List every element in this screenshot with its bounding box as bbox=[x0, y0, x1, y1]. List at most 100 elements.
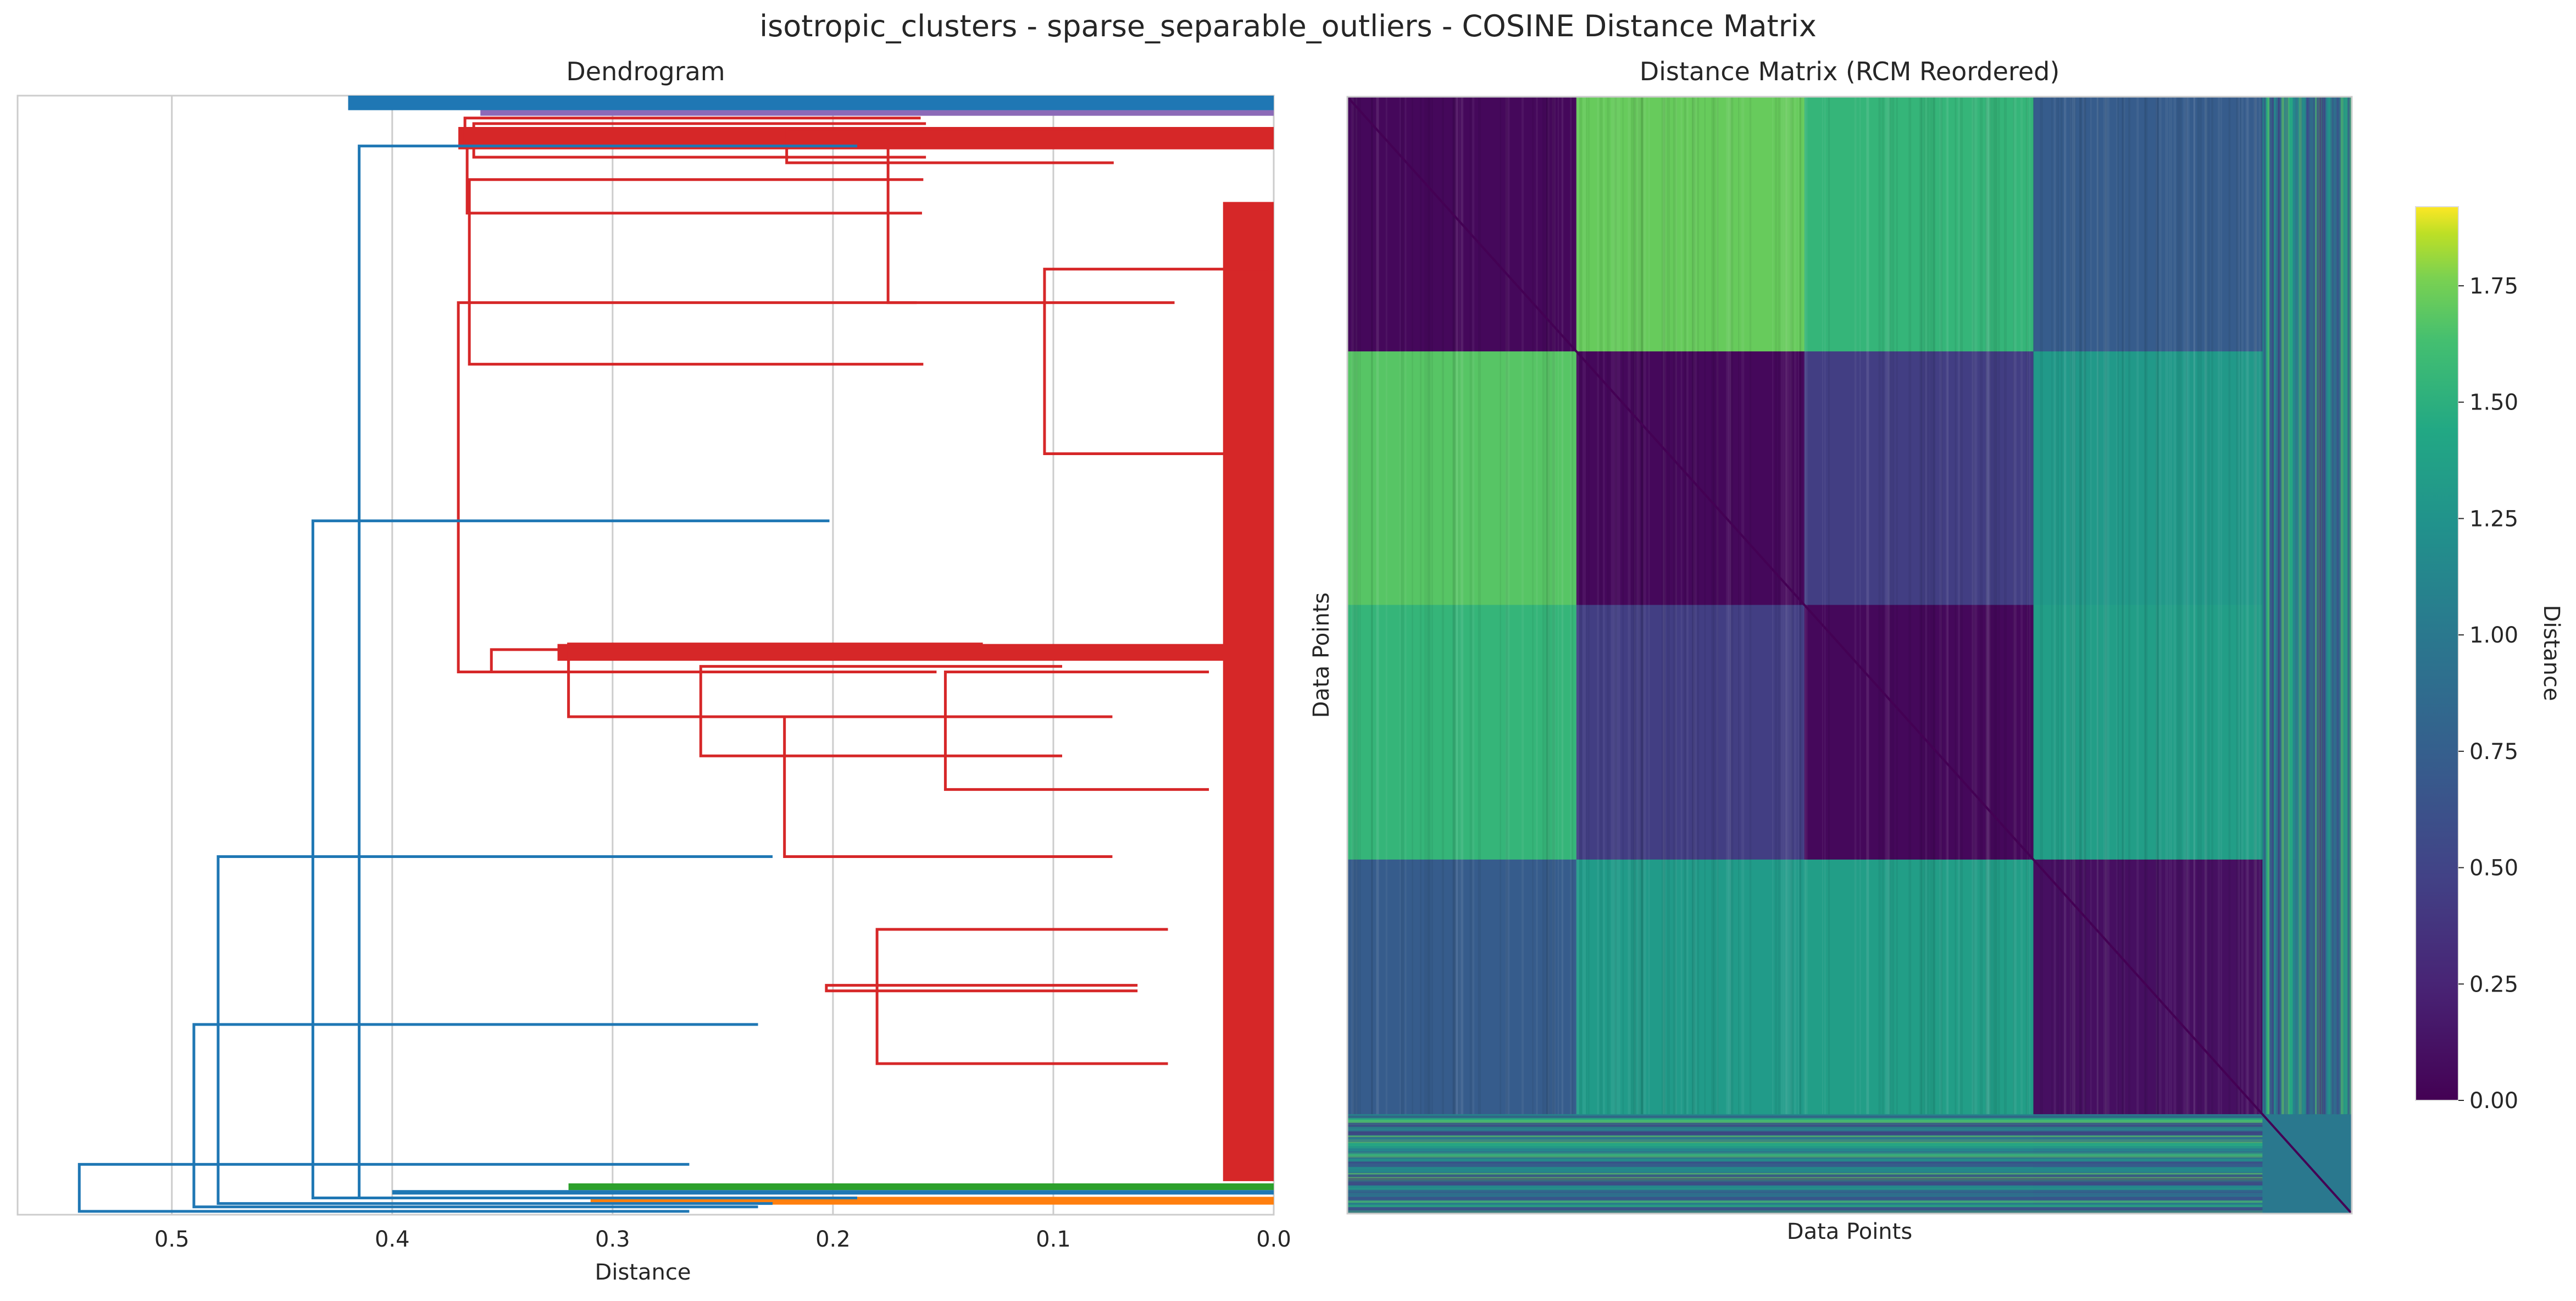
heatmap-stripe bbox=[1547, 97, 1551, 1115]
heatmap-stripe bbox=[2072, 97, 2074, 1115]
heatmap-outlier-stripe bbox=[2327, 97, 2331, 1115]
heatmap-outlier-stripe bbox=[2319, 97, 2323, 1115]
heatmap-outlier-stripe bbox=[1347, 1147, 2263, 1150]
heatmap-stripe bbox=[2033, 97, 2034, 1115]
heatmap-stripe bbox=[2073, 97, 2077, 1115]
heatmap-outlier-stripe bbox=[1347, 1194, 2263, 1196]
heatmap-stripe bbox=[2040, 97, 2043, 1115]
heatmap-stripe bbox=[1939, 97, 1942, 1115]
dendrogram-x-tick-label: 0.2 bbox=[815, 1227, 851, 1252]
heatmap-stripe bbox=[1692, 97, 1694, 1115]
heatmap-stripe bbox=[1545, 97, 1548, 1115]
heatmap-stripe bbox=[2105, 97, 2107, 1115]
heatmap-stripe bbox=[1571, 97, 1573, 1115]
heatmap-stripe bbox=[1472, 97, 1475, 1115]
heatmap-outlier-stripe bbox=[1347, 1186, 2263, 1191]
heatmap-stripe bbox=[2156, 97, 2158, 1115]
heatmap-stripe bbox=[1613, 97, 1617, 1115]
heatmap-outlier-stripe bbox=[1347, 1177, 2263, 1181]
heatmap-stripe bbox=[1456, 97, 1458, 1115]
dendrogram-x-ticks: 0.5 0.4 0.3 0.2 0.1 0.0 bbox=[154, 1227, 1291, 1252]
colorbar-tick-label: 1.25 bbox=[2469, 506, 2518, 532]
heatmap-stripe bbox=[1933, 97, 1936, 1115]
colorbar-gradient bbox=[2415, 206, 2459, 1101]
heatmap-stripe bbox=[1878, 97, 1881, 1115]
heatmap-stripe bbox=[1972, 97, 1975, 1115]
heatmap-stripe bbox=[2241, 97, 2244, 1115]
heatmap-stripe bbox=[1611, 97, 1614, 1115]
heatmap-stripe bbox=[1774, 97, 1778, 1115]
heatmap-stripe bbox=[1908, 97, 1912, 1115]
dendrogram-link bbox=[1043, 268, 1269, 456]
heatmap-stripe bbox=[1469, 97, 1473, 1115]
heatmap-stripe bbox=[1946, 97, 1949, 1115]
heatmap-block bbox=[1576, 97, 1805, 352]
heatmap-outlier-stripe bbox=[1347, 1182, 2263, 1186]
heatmap-stripe bbox=[1887, 97, 1890, 1115]
heatmap-stripe bbox=[1794, 97, 1797, 1115]
heatmap-stripe bbox=[1691, 97, 1694, 1115]
heatmap-stripe bbox=[1675, 97, 1678, 1115]
heatmap-stripe bbox=[2064, 97, 2067, 1115]
heatmap-stripe bbox=[1887, 97, 1890, 1115]
heatmap-stripe bbox=[1412, 97, 1413, 1115]
heatmap-stripe bbox=[1726, 97, 1729, 1115]
heatmap-stripe bbox=[1785, 97, 1787, 1115]
heatmap-outlier-stripe bbox=[2274, 97, 2276, 1115]
heatmap-stripe bbox=[1600, 97, 1603, 1115]
dendrogram-link bbox=[311, 519, 830, 1199]
dendrogram-x-tick-label: 0.4 bbox=[375, 1227, 410, 1252]
heatmap-stripe bbox=[2260, 97, 2263, 1115]
heatmap-block bbox=[2033, 351, 2263, 606]
heatmap-block bbox=[1347, 605, 1577, 860]
heatmap-stripe bbox=[1972, 97, 1973, 1115]
heatmap-stripe bbox=[2194, 97, 2195, 1115]
heatmap-stripe bbox=[1896, 97, 1898, 1115]
heatmap-stripe bbox=[1638, 97, 1640, 1115]
heatmap-stripe bbox=[2013, 97, 2014, 1115]
heatmap-block bbox=[1804, 859, 2034, 1115]
heatmap-stripe bbox=[2073, 97, 2076, 1115]
heatmap-stripe bbox=[2238, 97, 2240, 1115]
heatmap-stripe bbox=[1458, 97, 1460, 1115]
heatmap-stripe bbox=[1790, 97, 1794, 1115]
colorbar-label: Distance bbox=[2539, 605, 2564, 701]
heatmap-stripe bbox=[2253, 97, 2257, 1115]
heatmap-stripe bbox=[2014, 97, 2017, 1115]
heatmap-stripe bbox=[2027, 97, 2028, 1115]
dendrogram-link bbox=[468, 178, 924, 366]
heatmap-stripe bbox=[1985, 97, 1989, 1115]
heatmap-stripe bbox=[1630, 97, 1634, 1115]
heatmap-stripe bbox=[2194, 97, 2196, 1115]
heatmap-block bbox=[1576, 605, 1805, 860]
heatmap-outlier-stripe bbox=[1347, 1135, 2263, 1138]
heatmap-stripe bbox=[1958, 97, 1961, 1115]
heatmap-stripe bbox=[1785, 97, 1787, 1115]
heatmap-outlier-stripe bbox=[2349, 97, 2351, 1115]
heatmap-stripe bbox=[1667, 97, 1670, 1115]
heatmap-stripe bbox=[1648, 97, 1650, 1115]
heatmap-stripe bbox=[1783, 97, 1786, 1115]
heatmap-stripe bbox=[1532, 97, 1534, 1115]
heatmap-outlier-stripe bbox=[1347, 1122, 2263, 1126]
heatmap-outlier-stripe bbox=[2334, 97, 2338, 1115]
heatmap-outlier-stripe bbox=[1347, 1138, 2263, 1142]
heatmap-stripe bbox=[1578, 97, 1579, 1115]
heatmap-stripe bbox=[1729, 97, 1731, 1115]
heatmap-stripe bbox=[1992, 97, 1995, 1115]
heatmap-stripe bbox=[1859, 97, 1861, 1115]
heatmap-stripe bbox=[2157, 97, 2159, 1115]
heatmap-stripe bbox=[1461, 97, 1464, 1115]
heatmap-stripe bbox=[1370, 97, 1373, 1115]
heatmap-stripe bbox=[2060, 97, 2063, 1115]
heatmap-stripe bbox=[1925, 97, 1928, 1115]
heatmap-stripe bbox=[1622, 97, 1624, 1115]
heatmap-stripe bbox=[2173, 97, 2177, 1115]
heatmap-stripe bbox=[1704, 97, 1706, 1115]
heatmap-stripe bbox=[1995, 97, 1997, 1115]
heatmap-stripe bbox=[1552, 97, 1553, 1115]
colorbar-tick-label: 0.25 bbox=[2469, 972, 2518, 997]
dendrogram-outlier-band bbox=[348, 96, 1274, 110]
heatmap-stripe bbox=[1371, 97, 1373, 1115]
